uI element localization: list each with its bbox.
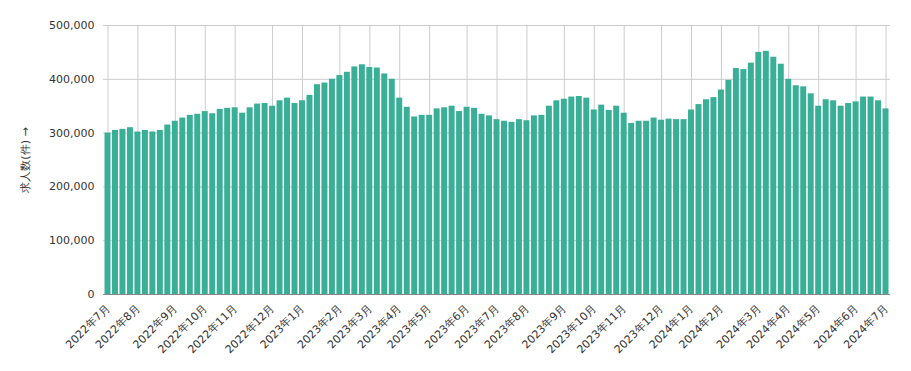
svg-text:2024年6月: 2024年6月: [811, 301, 861, 352]
svg-text:2024年4月: 2024年4月: [743, 301, 794, 352]
svg-text:2022年11月: 2022年11月: [185, 301, 240, 357]
svg-text:200,000: 200,000: [49, 180, 95, 193]
svg-text:2024年2月: 2024年2月: [676, 301, 726, 352]
svg-text:2022年12月: 2022年12月: [222, 301, 278, 357]
svg-text:2022年7月: 2022年7月: [63, 301, 113, 352]
svg-text:500,000: 500,000: [49, 19, 95, 32]
svg-text:2024年1月: 2024年1月: [646, 301, 697, 352]
svg-text:2022年10月: 2022年10月: [155, 301, 210, 357]
svg-text:2023年10月: 2023年10月: [544, 301, 599, 357]
svg-text:100,000: 100,000: [49, 234, 95, 247]
svg-text:2023年8月: 2023年8月: [482, 301, 532, 352]
svg-text:2023年1月: 2023年1月: [257, 301, 308, 352]
svg-text:2023年2月: 2023年2月: [295, 301, 345, 352]
svg-text:2023年6月: 2023年6月: [422, 301, 472, 352]
svg-text:求人数(件) →: 求人数(件) →: [19, 127, 32, 192]
svg-text:2023年12月: 2023年12月: [611, 301, 667, 357]
svg-text:2023年7月: 2023年7月: [452, 301, 502, 352]
svg-text:2024年5月: 2024年5月: [773, 301, 824, 352]
svg-text:0: 0: [88, 288, 95, 301]
svg-text:2023年9月: 2023年9月: [519, 301, 569, 352]
svg-text:2023年11月: 2023年11月: [574, 301, 629, 357]
svg-text:2022年9月: 2022年9月: [130, 301, 180, 352]
svg-text:2022年8月: 2022年8月: [93, 301, 143, 352]
svg-text:2023年5月: 2023年5月: [384, 301, 435, 352]
svg-text:2024年7月: 2024年7月: [841, 302, 890, 351]
svg-text:400,000: 400,000: [49, 73, 95, 86]
svg-text:2023年3月: 2023年3月: [324, 301, 375, 352]
svg-text:300,000: 300,000: [49, 127, 95, 140]
svg-text:2023年4月: 2023年4月: [354, 301, 405, 352]
svg-text:2024年3月: 2024年3月: [713, 301, 764, 352]
